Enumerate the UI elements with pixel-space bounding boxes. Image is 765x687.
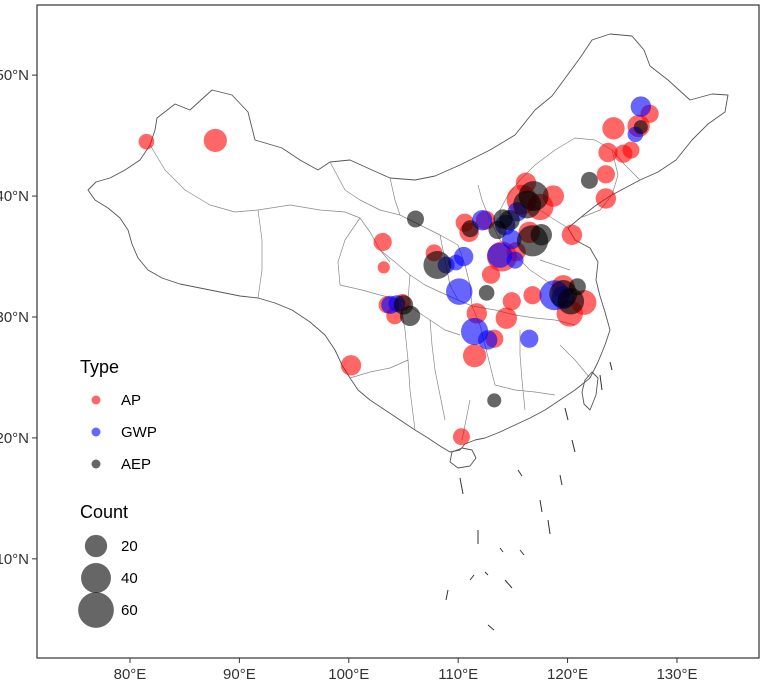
series-aep bbox=[393, 120, 648, 408]
data-point-aep bbox=[518, 181, 549, 212]
data-point-aep bbox=[487, 393, 502, 408]
y-tick-label: 40°N bbox=[0, 188, 29, 205]
data-point-ap bbox=[622, 141, 640, 159]
y-axis: 10°N 20°N 30°N 40°N 50°N bbox=[0, 67, 37, 568]
legend-label-gwp: GWP bbox=[121, 424, 157, 441]
data-point-ap bbox=[598, 142, 618, 163]
data-point-ap bbox=[377, 261, 390, 274]
data-point-ap bbox=[462, 344, 487, 368]
legend: Type AP GWP AEP Count 20 40 60 bbox=[78, 357, 157, 628]
y-tick-label: 10°N bbox=[0, 551, 29, 568]
data-point-gwp bbox=[478, 330, 498, 350]
legend-type-title: Type bbox=[80, 357, 119, 377]
legend-size-key bbox=[84, 534, 108, 558]
data-point-aep bbox=[530, 224, 553, 246]
data-points-layer bbox=[138, 96, 659, 446]
legend-label-ap: AP bbox=[121, 392, 141, 409]
data-point-gwp bbox=[487, 242, 513, 268]
legend-type-items: AP GWP AEP bbox=[91, 392, 157, 473]
x-tick-label: 110°E bbox=[438, 666, 478, 683]
hainan-island bbox=[449, 447, 477, 469]
data-point-gwp bbox=[520, 329, 539, 348]
plot-panel-border bbox=[36, 4, 760, 659]
data-point-ap bbox=[595, 188, 617, 209]
legend-key-aep bbox=[91, 459, 101, 469]
legend-size-label: 60 bbox=[121, 602, 138, 619]
data-point-ap bbox=[542, 185, 565, 207]
data-point-ap bbox=[481, 265, 501, 284]
legend-key-ap bbox=[91, 395, 101, 405]
data-point-aep bbox=[580, 171, 598, 189]
data-point-aep bbox=[478, 285, 495, 301]
taiwan-island bbox=[581, 371, 599, 411]
legend-key-gwp bbox=[91, 427, 101, 437]
data-point-ap bbox=[203, 128, 227, 153]
series-ap bbox=[138, 104, 659, 446]
data-point-gwp bbox=[630, 96, 652, 117]
data-point-aep bbox=[499, 210, 520, 231]
legend-label-aep: AEP bbox=[121, 456, 151, 473]
y-tick-label: 50°N bbox=[0, 67, 29, 84]
data-point-ap bbox=[373, 232, 392, 252]
x-tick-label: 100°E bbox=[328, 666, 369, 683]
x-tick-label: 90°E bbox=[223, 666, 256, 683]
legend-size-items: 20 40 60 bbox=[78, 534, 138, 628]
data-point-ap bbox=[502, 292, 521, 311]
y-tick-label: 20°N bbox=[0, 430, 29, 447]
legend-size-label: 40 bbox=[121, 570, 138, 587]
data-point-ap bbox=[340, 355, 362, 376]
data-point-ap bbox=[523, 286, 542, 305]
data-point-aep bbox=[423, 251, 452, 279]
x-tick-label: 80°E bbox=[114, 666, 147, 683]
data-point-aep bbox=[399, 305, 421, 326]
data-point-ap bbox=[561, 224, 583, 245]
x-tick-label: 130°E bbox=[656, 666, 697, 683]
china-national-border bbox=[87, 33, 729, 453]
data-point-ap bbox=[138, 133, 155, 150]
data-point-aep bbox=[568, 278, 586, 296]
data-point-aep bbox=[407, 210, 424, 228]
data-point-ap bbox=[596, 165, 615, 184]
data-point-ap bbox=[452, 428, 470, 446]
data-point-gwp bbox=[453, 246, 474, 267]
x-tick-label: 120°E bbox=[547, 666, 588, 683]
south-sea-islands bbox=[445, 361, 613, 631]
data-point-ap bbox=[602, 117, 625, 140]
data-point-aep bbox=[461, 220, 479, 238]
x-axis: 80°E 90°E 100°E 110°E 120°E 130°E bbox=[114, 658, 697, 683]
china-boundary-layer bbox=[87, 33, 729, 631]
y-tick-label: 30°N bbox=[0, 309, 29, 326]
legend-size-key bbox=[78, 592, 114, 628]
legend-count-title: Count bbox=[80, 502, 128, 522]
data-point-aep bbox=[633, 120, 648, 135]
data-point-ap bbox=[495, 307, 517, 329]
legend-size-key bbox=[81, 563, 111, 593]
data-point-gwp bbox=[446, 278, 473, 305]
data-point-gwp bbox=[506, 251, 524, 269]
data-point-gwp bbox=[502, 229, 522, 250]
legend-size-label: 20 bbox=[121, 538, 138, 555]
